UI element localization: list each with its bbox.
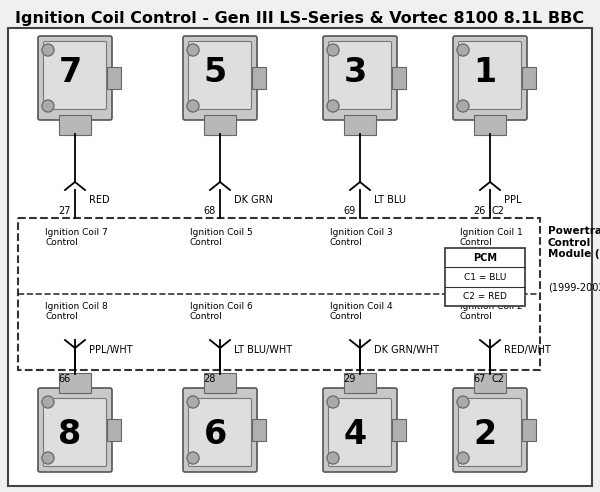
FancyBboxPatch shape [44,41,107,110]
Text: 26: 26 [473,206,486,216]
FancyBboxPatch shape [252,419,266,441]
Text: 66: 66 [59,374,71,384]
FancyBboxPatch shape [38,388,112,472]
Circle shape [42,100,54,112]
Text: 6: 6 [203,419,227,452]
Circle shape [457,44,469,56]
Text: DK GRN/WHT: DK GRN/WHT [374,345,439,355]
FancyBboxPatch shape [107,419,121,441]
FancyBboxPatch shape [458,399,521,466]
Text: Ignition Coil 7
Control: Ignition Coil 7 Control [45,228,108,247]
Text: PPL: PPL [504,195,521,205]
Text: 8: 8 [58,419,82,452]
FancyBboxPatch shape [38,36,112,120]
Circle shape [42,452,54,464]
Text: RED: RED [89,195,110,205]
Text: Ignition Coil 1
Control: Ignition Coil 1 Control [460,228,523,247]
FancyBboxPatch shape [188,399,251,466]
Text: 68: 68 [204,206,216,216]
Circle shape [457,396,469,408]
FancyBboxPatch shape [204,373,236,393]
Text: C1 = BLU: C1 = BLU [464,273,506,281]
FancyBboxPatch shape [453,36,527,120]
Bar [18,218,540,370]
FancyBboxPatch shape [252,67,266,89]
Text: C2: C2 [492,374,505,384]
FancyBboxPatch shape [474,373,506,393]
FancyBboxPatch shape [204,115,236,135]
Circle shape [187,100,199,112]
Text: C2 = RED: C2 = RED [463,292,507,301]
Text: 2: 2 [473,419,497,452]
FancyBboxPatch shape [107,67,121,89]
Circle shape [327,452,339,464]
Bar [445,248,525,306]
Text: PCM: PCM [473,253,497,263]
FancyBboxPatch shape [323,36,397,120]
FancyBboxPatch shape [474,115,506,135]
Text: Ignition Coil 6
Control: Ignition Coil 6 Control [190,302,253,321]
Text: 7: 7 [58,57,82,90]
FancyBboxPatch shape [392,419,406,441]
FancyBboxPatch shape [458,41,521,110]
Text: RED/WHT: RED/WHT [504,345,551,355]
Text: 3: 3 [343,57,367,90]
Text: 69: 69 [344,206,356,216]
Text: PPL/WHT: PPL/WHT [89,345,133,355]
Text: 28: 28 [203,374,216,384]
FancyBboxPatch shape [59,373,91,393]
Text: LT BLU/WHT: LT BLU/WHT [234,345,292,355]
Text: Ignition Coil 2
Control: Ignition Coil 2 Control [460,302,523,321]
FancyBboxPatch shape [329,41,392,110]
Text: 27: 27 [59,206,71,216]
FancyBboxPatch shape [188,41,251,110]
Text: 4: 4 [343,419,367,452]
Text: Ignition Coil 3
Control: Ignition Coil 3 Control [330,228,393,247]
Text: 1: 1 [473,57,497,90]
FancyBboxPatch shape [522,67,536,89]
Circle shape [327,396,339,408]
Circle shape [42,44,54,56]
Circle shape [187,452,199,464]
FancyBboxPatch shape [453,388,527,472]
Circle shape [42,396,54,408]
FancyBboxPatch shape [344,373,376,393]
FancyBboxPatch shape [183,36,257,120]
Circle shape [327,44,339,56]
FancyBboxPatch shape [323,388,397,472]
FancyBboxPatch shape [183,388,257,472]
Text: (1999-2002): (1999-2002) [548,283,600,293]
Circle shape [327,100,339,112]
Text: 5: 5 [203,57,227,90]
Text: Ignition Coil 4
Control: Ignition Coil 4 Control [330,302,392,321]
FancyBboxPatch shape [522,419,536,441]
Circle shape [457,452,469,464]
Text: Powertrain
Control
Module (PCM): Powertrain Control Module (PCM) [548,226,600,259]
FancyBboxPatch shape [59,115,91,135]
Text: LT BLU: LT BLU [374,195,406,205]
Text: 67: 67 [473,374,486,384]
FancyBboxPatch shape [329,399,392,466]
FancyBboxPatch shape [344,115,376,135]
Text: C2: C2 [492,206,505,216]
Text: Ignition Coil 5
Control: Ignition Coil 5 Control [190,228,253,247]
FancyBboxPatch shape [392,67,406,89]
Circle shape [187,396,199,408]
Circle shape [457,100,469,112]
Circle shape [187,44,199,56]
Text: 29: 29 [344,374,356,384]
FancyBboxPatch shape [44,399,107,466]
Text: DK GRN: DK GRN [234,195,273,205]
Text: Ignition Coil Control - Gen III LS-Series & Vortec 8100 8.1L BBC: Ignition Coil Control - Gen III LS-Serie… [16,10,584,26]
Text: Ignition Coil 8
Control: Ignition Coil 8 Control [45,302,108,321]
